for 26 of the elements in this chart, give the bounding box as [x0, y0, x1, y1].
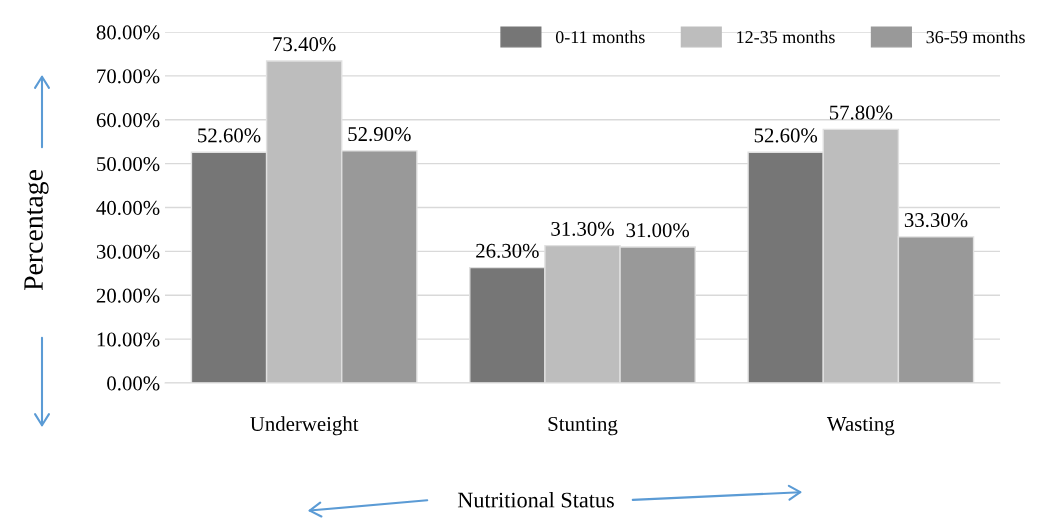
data-label: 31.00%: [626, 223, 690, 238]
data-label: 52.60%: [754, 128, 818, 143]
x-tick-label: Underweight: [250, 416, 359, 436]
y-tick-label: 80.00%: [96, 25, 160, 40]
data-label: 57.80%: [829, 105, 893, 120]
y-tick-label: 20.00%: [96, 288, 160, 303]
y-axis-title: Percentage: [24, 170, 49, 291]
legend-label: 0-11 months: [555, 30, 645, 44]
x-tick-label: Stunting: [548, 416, 618, 436]
y-tick-label: 30.00%: [96, 244, 160, 259]
y-tick-label: 40.00%: [96, 200, 160, 216]
legend-label: 36-59 months: [926, 30, 1025, 44]
x-tick-label: Wasting: [826, 416, 895, 436]
y-tick-label: 60.00%: [96, 113, 160, 128]
data-label: 26.30%: [476, 243, 539, 258]
data-label: 31.30%: [551, 221, 614, 236]
data-label: 33.30%: [904, 213, 968, 228]
y-tick-label: 70.00%: [97, 69, 160, 84]
data-label: 73.40%: [273, 37, 336, 52]
data-label: 52.90%: [348, 127, 411, 142]
x-axis-title: Nutritional Status: [457, 491, 614, 508]
legend-label: 12-35 months: [737, 30, 835, 44]
y-tick-label: 50.00%: [97, 157, 160, 172]
data-label: 52.60%: [198, 128, 261, 143]
y-tick-label: 10.00%: [97, 332, 160, 347]
y-tick-label: 0.00%: [107, 376, 160, 391]
